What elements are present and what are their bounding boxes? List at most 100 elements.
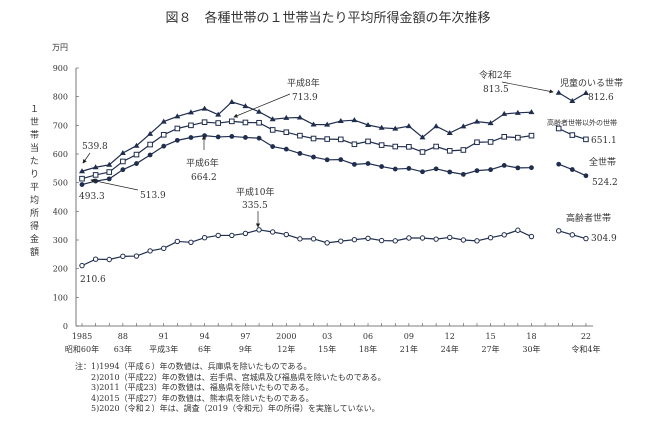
data-point <box>514 109 521 115</box>
data-point <box>392 166 398 172</box>
y-tick-label: 0 <box>63 322 68 331</box>
x-tick-sublabel: 24年 <box>441 344 459 354</box>
data-point <box>120 253 126 260</box>
data-point <box>352 161 357 167</box>
y-unit: 万円 <box>52 43 68 52</box>
x-tick-sublabel: 昭和60年 <box>65 344 99 354</box>
data-point <box>583 235 589 242</box>
x-tick-label: 18 <box>526 332 536 341</box>
data-point <box>296 114 303 120</box>
end-label-all: 524.2 <box>592 178 618 188</box>
data-point <box>270 144 276 149</box>
data-point <box>582 90 589 96</box>
data-point <box>583 136 589 143</box>
data-point <box>297 151 303 156</box>
data-point <box>202 133 207 138</box>
x-tick-sublabel: 9年 <box>239 344 252 354</box>
y-tick-label: 100 <box>53 293 68 302</box>
chart-svg: 図８ 各種世帯の１世帯当たり平均所得金額の年次推移 万円 １世帯当たり平均所得金… <box>30 10 623 354</box>
data-point <box>474 139 480 146</box>
data-point <box>269 229 276 235</box>
x-tick-label: 1985 <box>72 332 92 341</box>
series-2 <box>79 133 589 187</box>
data-point <box>338 238 344 244</box>
annotation-513-9: 513.9 <box>140 191 166 201</box>
data-point <box>174 137 180 143</box>
data-point <box>324 121 331 127</box>
data-point <box>338 157 344 163</box>
annotation-reiwa2-label: 令和2年 <box>479 69 512 81</box>
data-point <box>283 114 290 120</box>
x-tick-label: 97 <box>240 332 250 341</box>
annotation-664-2: 664.2 <box>191 173 217 183</box>
x-tick-label: 12 <box>445 332 455 341</box>
data-point <box>188 239 194 245</box>
note-3: 3)2011（平成23）年の数値は、福島県を除いたものである。 <box>91 383 314 393</box>
data-point <box>134 161 139 166</box>
x-tick-label: 22 <box>581 332 591 341</box>
data-point <box>310 121 317 127</box>
data-point <box>187 109 194 115</box>
legend-elderly-households: 高齢者世帯 <box>566 212 611 224</box>
data-point <box>446 148 453 154</box>
data-point <box>324 136 330 142</box>
data-point <box>337 118 344 124</box>
series-line <box>81 101 532 172</box>
x-tick-sublabel: 21年 <box>400 344 418 354</box>
data-point <box>529 165 534 171</box>
data-point <box>556 161 562 167</box>
data-point <box>215 134 221 140</box>
x-tick-sublabel: 平成3年 <box>149 344 178 354</box>
x-tick-label: 94 <box>199 332 209 341</box>
series-line <box>81 120 532 180</box>
data-point <box>487 235 494 241</box>
x-tick-sublabel: 30年 <box>522 344 540 354</box>
data-point <box>269 116 276 122</box>
data-point <box>310 236 317 242</box>
end-label-non-elderly: 651.1 <box>591 136 617 146</box>
legend-all-households: 全世帯 <box>589 156 616 168</box>
data-point <box>433 123 440 129</box>
data-point <box>147 248 153 254</box>
data-point <box>420 169 425 175</box>
data-point <box>337 136 344 143</box>
data-point <box>351 237 358 243</box>
data-point <box>419 149 426 155</box>
data-point <box>215 120 221 126</box>
data-point <box>283 231 289 238</box>
series-line <box>81 134 532 186</box>
data-point <box>161 245 167 252</box>
data-point <box>433 236 439 242</box>
data-point <box>569 97 576 103</box>
data-point <box>174 113 181 119</box>
data-point <box>147 130 154 136</box>
data-point <box>106 256 112 263</box>
y-tick-label: 700 <box>53 121 68 130</box>
series-3 <box>79 227 589 269</box>
data-point <box>528 109 535 115</box>
data-point <box>242 119 249 126</box>
data-point <box>447 169 453 175</box>
data-point <box>501 163 507 168</box>
data-point <box>133 253 140 259</box>
end-label-elderly: 304.9 <box>591 234 617 244</box>
chart-title: 図８ 各種世帯の１世帯当たり平均所得金額の年次推移 <box>165 10 490 26</box>
data-point <box>460 171 466 177</box>
data-point <box>351 117 358 123</box>
data-point <box>460 147 467 153</box>
data-point <box>147 152 153 158</box>
legend-non-elderly-households: 高齢者世帯以外の世帯 <box>547 118 617 127</box>
x-tick-sublabel: 12年 <box>277 344 295 354</box>
data-point <box>79 182 85 187</box>
data-point <box>228 98 235 104</box>
data-point <box>283 146 289 152</box>
data-point <box>242 230 249 237</box>
data-point <box>528 132 535 139</box>
data-point <box>297 236 303 242</box>
data-point <box>201 105 208 111</box>
data-point <box>488 167 493 173</box>
data-point <box>188 122 194 129</box>
series-1 <box>79 118 589 182</box>
data-point <box>242 103 249 109</box>
data-point <box>120 158 126 165</box>
